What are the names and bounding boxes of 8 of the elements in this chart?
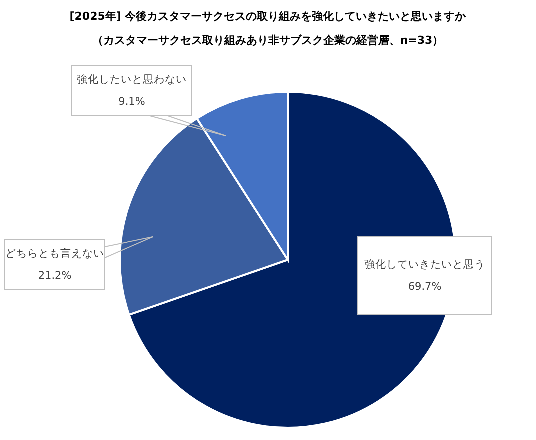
data-label: 69.7% — [408, 281, 442, 293]
data-label: 21.2% — [38, 270, 72, 282]
slice-label: どちらとも言えない — [6, 247, 104, 260]
slice-label: 強化していきたいと思う — [364, 259, 486, 271]
data-label: 9.1% — [118, 96, 146, 108]
slice-label: 強化したいと思わない — [77, 74, 187, 86]
chart-subtitle: （カスタマーサクセス取り組みあり非サブスク企業の経営層、n=33） — [92, 34, 444, 47]
chart-title: [2025年] 今後カスタマーサクセスの取り組みを強化していきたいと思いますか — [70, 10, 468, 23]
